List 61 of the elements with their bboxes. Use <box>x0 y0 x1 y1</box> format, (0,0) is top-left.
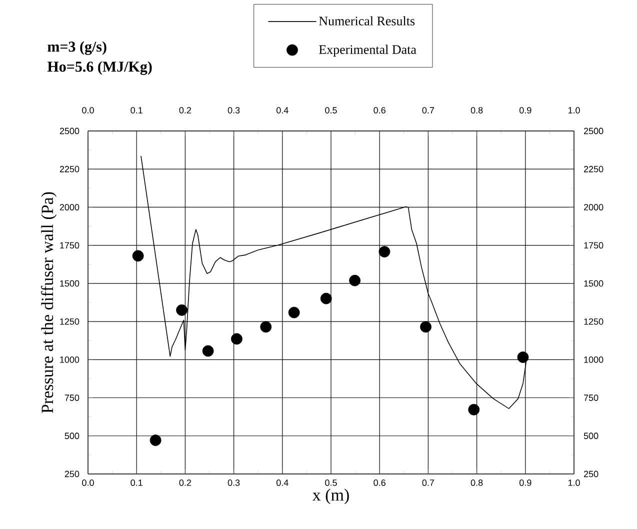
y-tick-label: 2250 <box>60 166 80 172</box>
text: Ho=5.6 (MJ/Kg) <box>47 61 152 75</box>
y-tick-label: 1500 <box>60 280 80 287</box>
x-axis-title: x (m) <box>312 488 349 504</box>
y2-tick-label: 1500 <box>584 280 604 287</box>
y-tick-label: 2000 <box>60 204 80 210</box>
x2-tick-label: 0.6 <box>374 107 386 114</box>
x-tick-label: 0.3 <box>228 480 240 486</box>
x2-tick-label: 0.8 <box>470 107 483 114</box>
y-tick-label: 2500 <box>60 128 80 134</box>
x-tick-label: 0.5 <box>325 480 337 486</box>
x-tick-label: 1.0 <box>568 480 580 486</box>
x-tick-label: 0.0 <box>82 480 94 486</box>
x2-tick-label: 0.5 <box>325 107 337 114</box>
x-tick-label: 0.4 <box>276 480 288 486</box>
y2-tick-label: 500 <box>584 432 598 440</box>
point <box>231 333 242 345</box>
point <box>202 345 214 357</box>
point <box>349 274 361 286</box>
x-tick-label: 0.6 <box>374 480 386 486</box>
y2-tick-label: 2250 <box>584 166 604 172</box>
point <box>468 404 480 416</box>
y-axis-title: Pressure at the diffuser wall (Pa) <box>41 192 57 414</box>
legend-label: Numerical Results <box>319 16 415 26</box>
y-tick-label: 500 <box>64 432 80 440</box>
text: m=3 (g/s) <box>48 41 106 55</box>
y2-tick-label: 2500 <box>584 128 604 134</box>
point <box>288 306 300 318</box>
point <box>260 321 272 333</box>
x2-tick-label: 0.9 <box>519 107 532 114</box>
point <box>320 292 332 304</box>
y2-tick-label: 1250 <box>584 318 604 325</box>
x-tick-label: 0.9 <box>519 480 532 486</box>
point <box>517 352 529 363</box>
y-tick-label: 750 <box>64 394 80 401</box>
x-tick-label: 0.8 <box>470 480 483 486</box>
x-tick-label: 0.7 <box>422 480 434 486</box>
point <box>176 304 188 316</box>
x2-tick-label: 0.7 <box>422 107 434 114</box>
y-tick-label: 1250 <box>60 318 80 325</box>
y2-tick-label: 1750 <box>584 242 604 249</box>
y2-tick-label: 2000 <box>584 204 604 210</box>
x2-tick-label: 0.1 <box>130 107 142 114</box>
y2-tick-label: 750 <box>584 394 598 401</box>
x2-tick-label: 0.2 <box>179 107 192 114</box>
y2-tick-label: 1000 <box>584 356 604 363</box>
point <box>420 321 432 333</box>
y-tick-label: 1000 <box>60 356 80 363</box>
point <box>378 246 390 258</box>
y-tick-label: 1750 <box>60 242 80 249</box>
point <box>132 250 144 262</box>
y-tick-label: 250 <box>64 470 80 478</box>
y2-tick-label: 250 <box>584 470 598 478</box>
x2-tick-label: 0.3 <box>228 107 240 114</box>
legend-label: Experimental Data <box>319 44 416 57</box>
x2-tick-label: 0.4 <box>276 107 288 114</box>
x-tick-label: 0.1 <box>130 480 142 486</box>
x-tick-label: 0.2 <box>179 480 192 486</box>
x2-tick-label: 0.0 <box>82 107 94 114</box>
point <box>150 434 162 446</box>
x2-tick-label: 1.0 <box>568 107 580 114</box>
